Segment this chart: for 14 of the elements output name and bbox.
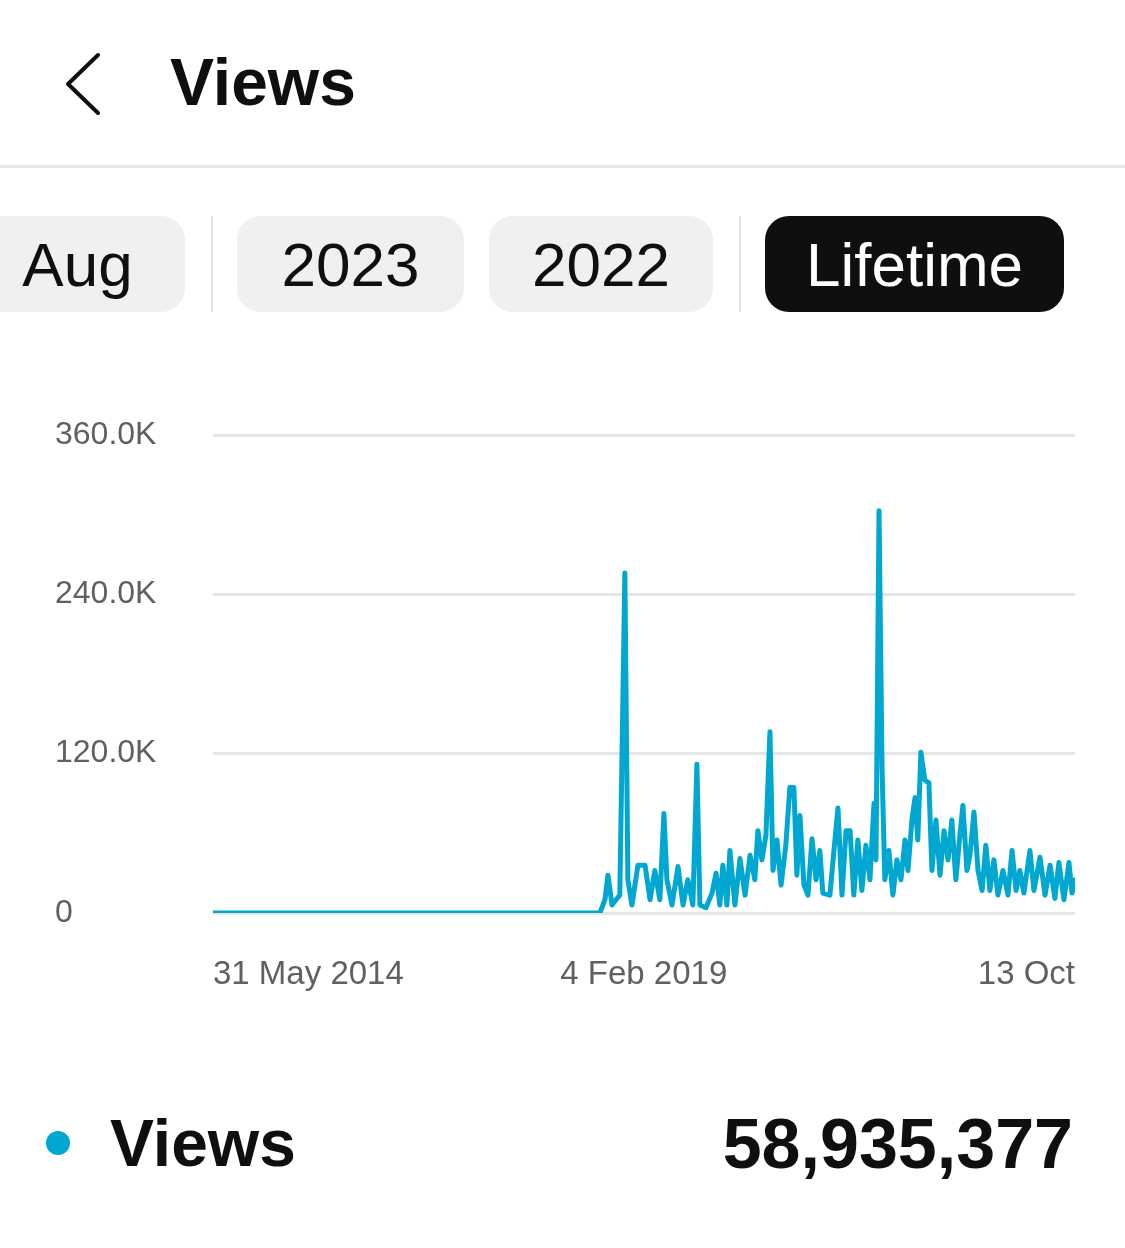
- y-tick-label: 360.0K: [55, 414, 157, 451]
- legend-label: Views: [110, 1105, 296, 1181]
- y-tick-label: 120.0K: [55, 733, 157, 770]
- y-tick-label: 0: [55, 892, 73, 929]
- chart-title: Views: [170, 44, 356, 120]
- text: 58,935,377: [722, 1104, 1073, 1184]
- y-tick-label: 240.0K: [55, 574, 157, 611]
- x-tick-label: 31 May 2014: [213, 953, 404, 991]
- text: 2023: [237, 216, 464, 312]
- text: Lifetime: [765, 216, 1064, 312]
- text: Aug: [0, 216, 185, 312]
- x-tick-label: 4 Feb 2019: [560, 953, 728, 991]
- text: 2022: [489, 216, 713, 312]
- x-tick-label: 13 Oct: [977, 953, 1075, 991]
